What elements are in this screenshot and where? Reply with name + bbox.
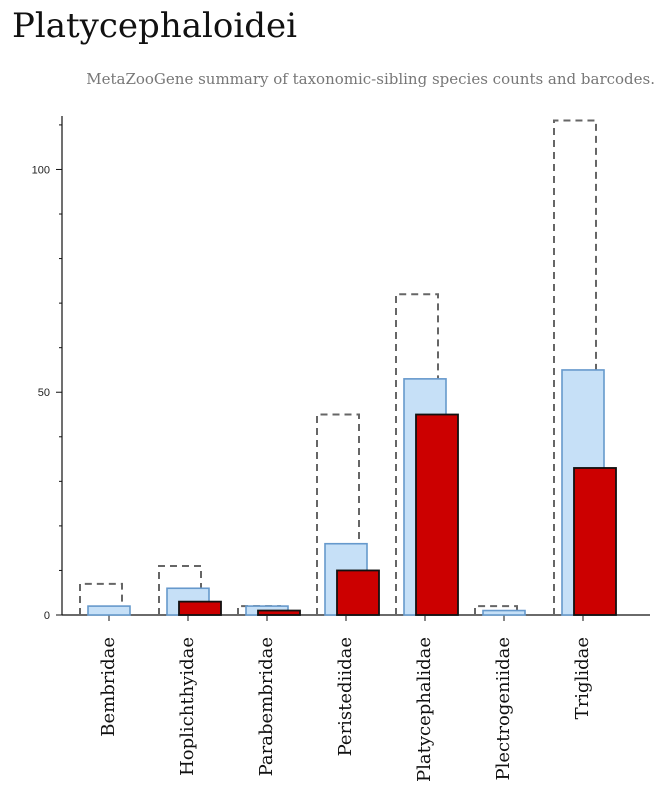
bar-light-bembridae <box>87 605 131 616</box>
bar-outline-hoplichthyidae <box>158 564 202 615</box>
y-tick-label: 50 <box>38 387 50 399</box>
bar-red-parabembridae <box>257 609 301 616</box>
bar-red-peristediidae <box>336 569 380 616</box>
x-category-label: Hoplichthyidae <box>177 637 198 776</box>
chart-title: Platycephaloidei <box>12 6 297 46</box>
bar-light-plectrogeniidae <box>482 609 526 616</box>
chart-subtitle: MetaZooGene summary of taxonomic-sibling… <box>86 70 655 88</box>
bar-outline-plectrogeniidae <box>474 605 518 615</box>
bar-red-hoplichthyidae <box>178 600 222 616</box>
x-category-label: Platycephalidae <box>414 637 435 782</box>
bar-red-triglidae <box>573 467 617 616</box>
x-category-label: Bembridae <box>98 637 119 737</box>
bar-outline-peristediidae <box>316 413 360 615</box>
bar-outline-bembridae <box>79 582 123 615</box>
y-tick-label: 100 <box>32 164 50 176</box>
x-category-label: Plectrogeniidae <box>493 637 514 780</box>
y-tick-label: 0 <box>44 610 50 622</box>
x-category-label: Peristediidae <box>335 637 356 756</box>
bar-red-platycephalidae <box>415 413 459 616</box>
x-category-label: Triglidae <box>572 637 593 719</box>
bar-outline-triglidae <box>553 119 597 615</box>
bar-outline-platycephalidae <box>395 293 439 615</box>
x-category-label: Parabembridae <box>256 637 277 776</box>
